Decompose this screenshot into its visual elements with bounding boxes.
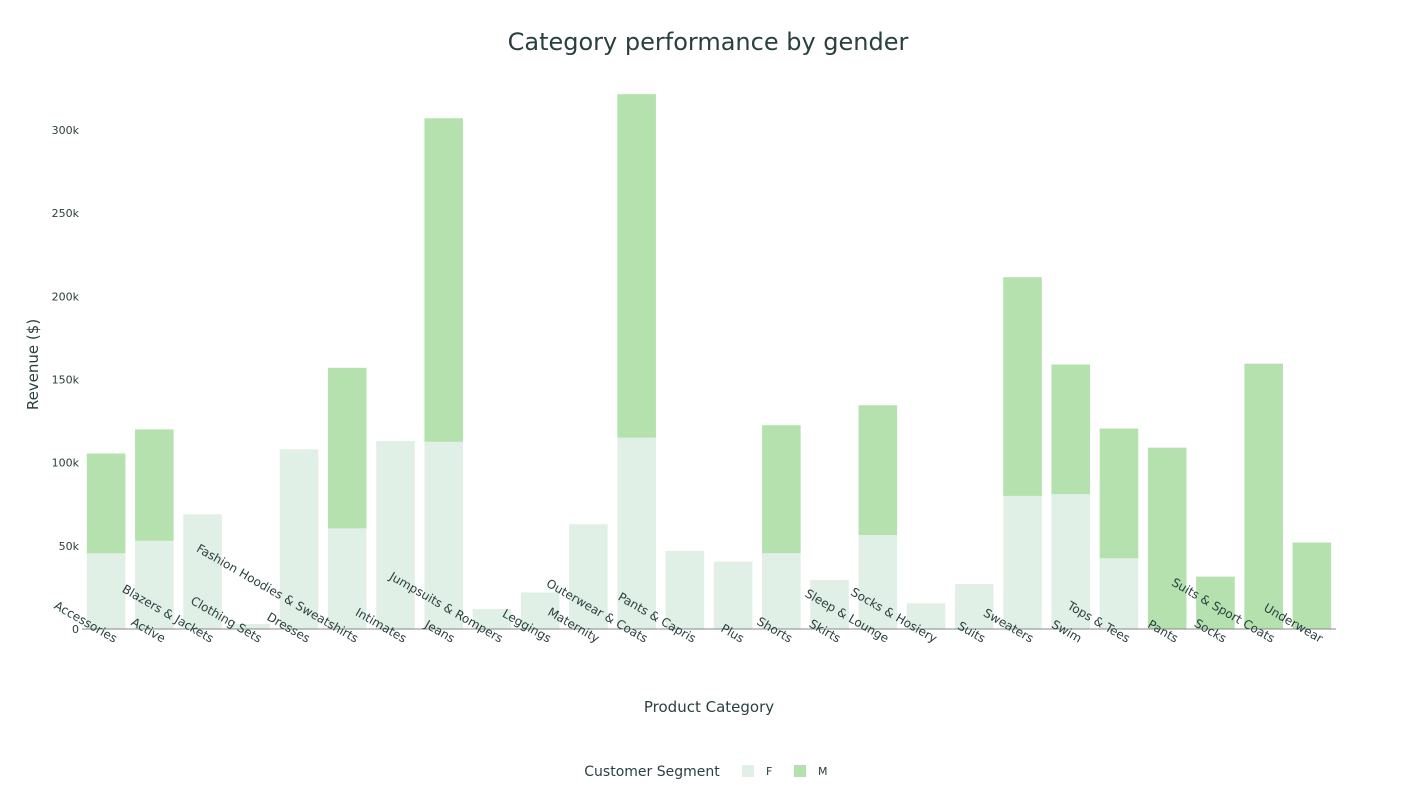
y-tick-label: 150k [52,373,80,386]
bar-f-11[interactable] [617,437,656,629]
bar-m-19[interactable] [1003,277,1042,496]
x-axis-title: Product Category [644,698,774,716]
bar-f-0[interactable] [86,553,126,629]
bar-m-5[interactable] [327,367,367,529]
bar-f-21[interactable] [1099,558,1139,629]
bar-m-23[interactable] [1196,576,1235,629]
y-axis: 0 50k 100k 150k 200k 250k 300k [52,124,80,636]
bar-f-10[interactable] [569,524,608,629]
bar-m-7[interactable] [424,118,464,442]
bar-f-14[interactable] [762,553,801,629]
bar-f-20[interactable] [1051,494,1091,629]
bars-group [86,94,1332,629]
y-tick-label: 100k [52,457,80,470]
bar-m-22[interactable] [1147,447,1187,629]
legend-swatch-f[interactable] [742,765,754,777]
bar-f-3[interactable] [231,624,271,629]
bar-f-15[interactable] [810,579,849,629]
bar-f-17[interactable] [906,603,946,629]
bar-f-2[interactable] [183,514,222,629]
legend[interactable]: Customer Segment F M [584,764,827,780]
bar-f-6[interactable] [376,441,415,629]
bar-m-25[interactable] [1292,542,1332,629]
bar-f-13[interactable] [713,561,753,629]
chart-title: Category performance by gender [508,28,909,56]
bar-m-21[interactable] [1099,428,1139,559]
bar-f-9[interactable] [520,592,560,629]
bar-m-14[interactable] [762,425,801,554]
y-tick-label: 0 [72,623,79,636]
bar-f-18[interactable] [954,584,994,629]
y-tick-label: 300k [52,124,80,137]
y-tick-label: 200k [52,290,80,303]
bar-f-12[interactable] [665,550,705,629]
bar-m-16[interactable] [858,405,898,535]
bar-m-11[interactable] [617,94,656,438]
bar-f-1[interactable] [135,540,174,629]
legend-label-m[interactable]: M [818,765,828,778]
bar-m-0[interactable] [86,453,126,554]
bar-f-16[interactable] [858,535,898,629]
bar-f-5[interactable] [327,528,367,629]
bar-f-8[interactable] [472,609,512,629]
bar-m-20[interactable] [1051,364,1091,495]
bar-f-7[interactable] [424,441,464,629]
y-axis-title: Revenue ($) [24,319,42,410]
legend-title: Customer Segment [584,764,720,780]
y-tick-label: 250k [52,207,80,220]
bar-m-24[interactable] [1244,363,1283,629]
bar-m-1[interactable] [135,429,174,541]
bar-f-4[interactable] [279,449,319,629]
y-tick-label: 50k [59,540,80,553]
bar-f-19[interactable] [1003,495,1042,629]
legend-swatch-m[interactable] [794,765,806,777]
legend-label-f[interactable]: F [766,765,772,778]
